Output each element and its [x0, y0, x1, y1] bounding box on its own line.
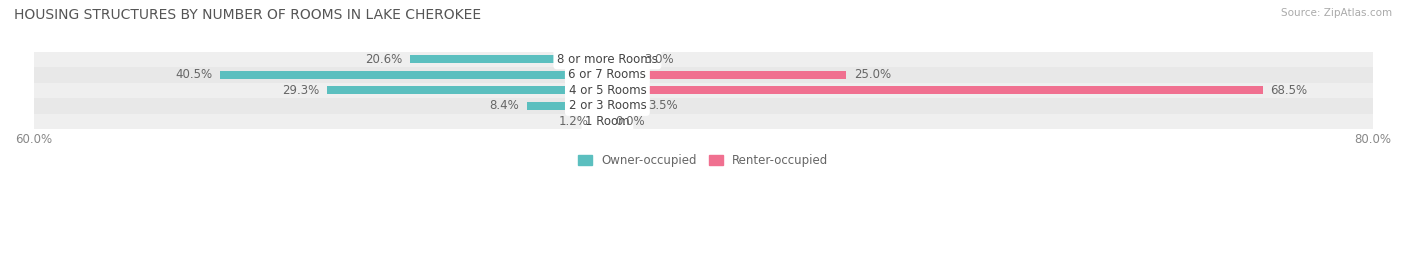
Text: 1.2%: 1.2%	[558, 115, 588, 128]
Text: Source: ZipAtlas.com: Source: ZipAtlas.com	[1281, 8, 1392, 18]
Bar	[596, 117, 607, 125]
Bar	[34, 67, 1372, 83]
Text: 3.5%: 3.5%	[648, 99, 678, 112]
Text: 8.4%: 8.4%	[489, 99, 519, 112]
Text: 3.0%: 3.0%	[644, 53, 673, 66]
Bar	[34, 98, 1372, 114]
Text: 1 Room: 1 Room	[585, 115, 630, 128]
Text: 4 or 5 Rooms: 4 or 5 Rooms	[568, 84, 647, 97]
Text: 2 or 3 Rooms: 2 or 3 Rooms	[568, 99, 647, 112]
Bar	[34, 52, 1372, 67]
Text: 6 or 7 Rooms: 6 or 7 Rooms	[568, 68, 647, 81]
Text: 68.5%: 68.5%	[1270, 84, 1308, 97]
Text: 0.0%: 0.0%	[614, 115, 645, 128]
Bar	[527, 102, 607, 110]
Text: 8 or more Rooms: 8 or more Rooms	[557, 53, 658, 66]
Text: 40.5%: 40.5%	[176, 68, 212, 81]
Bar	[34, 83, 1372, 98]
Bar	[221, 71, 607, 79]
Text: 25.0%: 25.0%	[853, 68, 891, 81]
Legend: Owner-occupied, Renter-occupied: Owner-occupied, Renter-occupied	[578, 154, 828, 167]
Bar	[607, 102, 641, 110]
Text: 29.3%: 29.3%	[283, 84, 319, 97]
Bar	[607, 55, 636, 63]
Bar	[328, 86, 607, 94]
Bar	[34, 114, 1372, 129]
Text: 20.6%: 20.6%	[366, 53, 402, 66]
Bar	[607, 71, 846, 79]
Bar	[607, 86, 1263, 94]
Text: HOUSING STRUCTURES BY NUMBER OF ROOMS IN LAKE CHEROKEE: HOUSING STRUCTURES BY NUMBER OF ROOMS IN…	[14, 8, 481, 22]
Bar	[411, 55, 607, 63]
